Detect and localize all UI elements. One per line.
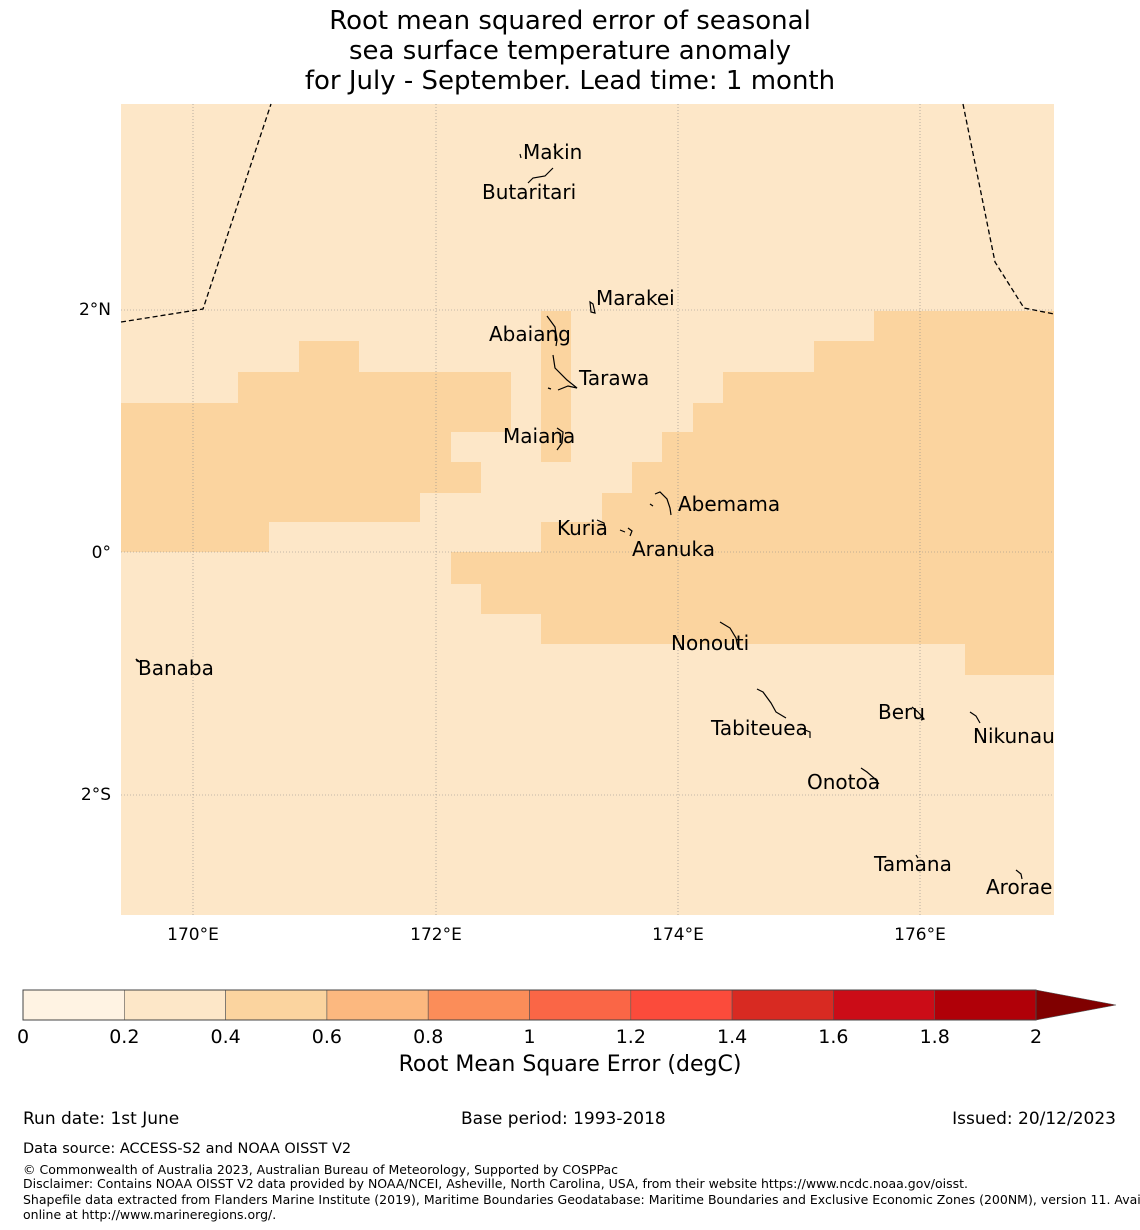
island-label-tamana: Tamana <box>873 852 952 876</box>
kuria-outline <box>596 519 606 529</box>
onotoa-outline <box>860 767 880 785</box>
colorbar-tick-label: 0.8 <box>413 1026 443 1048</box>
island-label-makin: Makin <box>523 140 582 164</box>
shapefile-credit-2: online at http://www.marineregions.org/. <box>23 1207 277 1222</box>
map-title: Root mean squared error of seasonal sea … <box>0 6 1140 96</box>
tarawa-outline <box>547 354 578 391</box>
lon-tick-labels: 170°E 172°E 174°E 176°E <box>167 925 946 945</box>
colorbar-segment <box>529 989 632 1021</box>
gridlines <box>121 104 1054 915</box>
colorbar-segment <box>630 989 733 1021</box>
island-labels: Makin Butaritari Marakei Abaiang Tarawa … <box>138 140 1055 899</box>
island-label-butaritari: Butaritari <box>482 180 576 204</box>
copyright: © Commonwealth of Australia 2023, Austra… <box>23 1162 618 1177</box>
colorbar-tick-label: 0.6 <box>312 1026 342 1048</box>
lat-tick-labels: 2°N 0° 2°S <box>79 300 111 805</box>
lon-tick-176e: 176°E <box>894 925 946 945</box>
banaba-outline <box>135 658 141 663</box>
error-region-0.4-0.6 <box>121 311 1054 675</box>
disclaimer: Disclaimer: Contains NOAA OISST V2 data … <box>23 1176 968 1191</box>
lat-tick-2n: 2°N <box>79 300 111 320</box>
island-label-tabiteuea: Tabiteuea <box>710 716 808 740</box>
colorbar-extend-arrow <box>1035 989 1117 1021</box>
title-line-3: for July - September. Lead time: 1 month <box>304 66 836 96</box>
abaiang-outline <box>546 315 558 347</box>
nikunau-outline <box>969 711 981 724</box>
abemama-outline <box>649 491 672 516</box>
colorbar-tick-label: 1.6 <box>818 1026 848 1048</box>
lon-tick-172e: 172°E <box>410 925 462 945</box>
shapefile-credit-1: Shapefile data extracted from Flanders M… <box>23 1192 1140 1207</box>
tamana-outline <box>915 854 919 859</box>
colorbar-tick-label: 1.4 <box>717 1026 747 1048</box>
lon-tick-170e: 170°E <box>167 925 219 945</box>
marakei-outline <box>589 300 596 314</box>
island-outlines <box>135 145 1023 880</box>
colorbar-tick-label: 0.2 <box>109 1026 139 1048</box>
colorbar-tick-label: 1.8 <box>920 1026 950 1048</box>
colorbar-segment <box>225 989 328 1021</box>
island-label-marakei: Marakei <box>596 286 675 310</box>
colorbar-tick-label: 2 <box>1030 1026 1042 1048</box>
west-error-region <box>121 341 511 552</box>
island-label-maiana: Maiana <box>503 424 575 448</box>
colorbar-segment <box>22 989 125 1021</box>
eez-boundaries <box>120 103 1055 323</box>
run-date: Run date: 1st June <box>23 1109 180 1129</box>
island-label-beru: Beru <box>878 700 925 724</box>
colorbar-tick-label: 0 <box>17 1026 29 1048</box>
tarawa-strip-region <box>541 311 571 462</box>
colorbar-segment <box>934 989 1037 1021</box>
maiana-outline <box>556 427 564 451</box>
colorbar-frame <box>22 989 1037 1021</box>
nonouti-outline <box>719 621 739 649</box>
eez-boundary-west <box>120 103 272 323</box>
island-label-abaiang: Abaiang <box>489 322 571 346</box>
island-label-tarawa: Tarawa <box>578 366 649 390</box>
lat-tick-0: 0° <box>92 543 111 563</box>
aranuka-outline <box>619 527 633 537</box>
colorbar-segment <box>833 989 936 1021</box>
rmse-map: Makin Butaritari Marakei Abaiang Tarawa … <box>17 103 1117 1048</box>
colorbar-segment <box>124 989 226 1021</box>
colorbar-tick-label: 1 <box>523 1026 535 1048</box>
data-source: Data source: ACCESS-S2 and NOAA OISST V2 <box>23 1141 352 1157</box>
colorbar-tick-label: 0.4 <box>210 1026 240 1048</box>
eez-boundary-east <box>962 103 1055 315</box>
east-error-region <box>451 311 1054 675</box>
lon-tick-174e: 174°E <box>652 925 704 945</box>
island-label-arorae: Arorae <box>986 875 1052 899</box>
beru-outline <box>911 706 926 721</box>
island-label-nikunau: Nikunau <box>973 724 1055 748</box>
tabiteuea-outline <box>756 688 811 738</box>
makin-outline <box>519 145 557 159</box>
issued-date: Issued: 20/12/2023 <box>952 1109 1116 1129</box>
island-label-aranuka: Aranuka <box>632 537 715 561</box>
base-period: Base period: 1993-2018 <box>461 1109 666 1129</box>
island-label-onotoa: Onotoa <box>807 770 880 794</box>
colorbar: 0 0.2 0.4 0.6 0.8 1 1.2 1.4 1.6 1.8 2 <box>17 989 1117 1048</box>
colorbar-segment <box>731 989 834 1021</box>
island-label-abemama: Abemama <box>678 492 780 516</box>
colorbar-segment <box>326 989 429 1021</box>
island-label-kuria: Kuria <box>557 516 608 540</box>
lat-tick-2s: 2°S <box>81 785 111 805</box>
title-line-1: Root mean squared error of seasonal <box>329 6 811 36</box>
title-line-2: sea surface temperature anomaly <box>349 36 791 66</box>
butaritari-outline <box>527 167 554 184</box>
colorbar-segment <box>427 989 530 1021</box>
island-label-nonouti: Nonouti <box>671 631 749 655</box>
arorae-outline <box>1015 869 1023 880</box>
island-label-banaba: Banaba <box>138 656 214 680</box>
colorbar-label: Root Mean Square Error (degC) <box>398 1052 742 1077</box>
colorbar-tick-label: 1.2 <box>616 1026 646 1048</box>
